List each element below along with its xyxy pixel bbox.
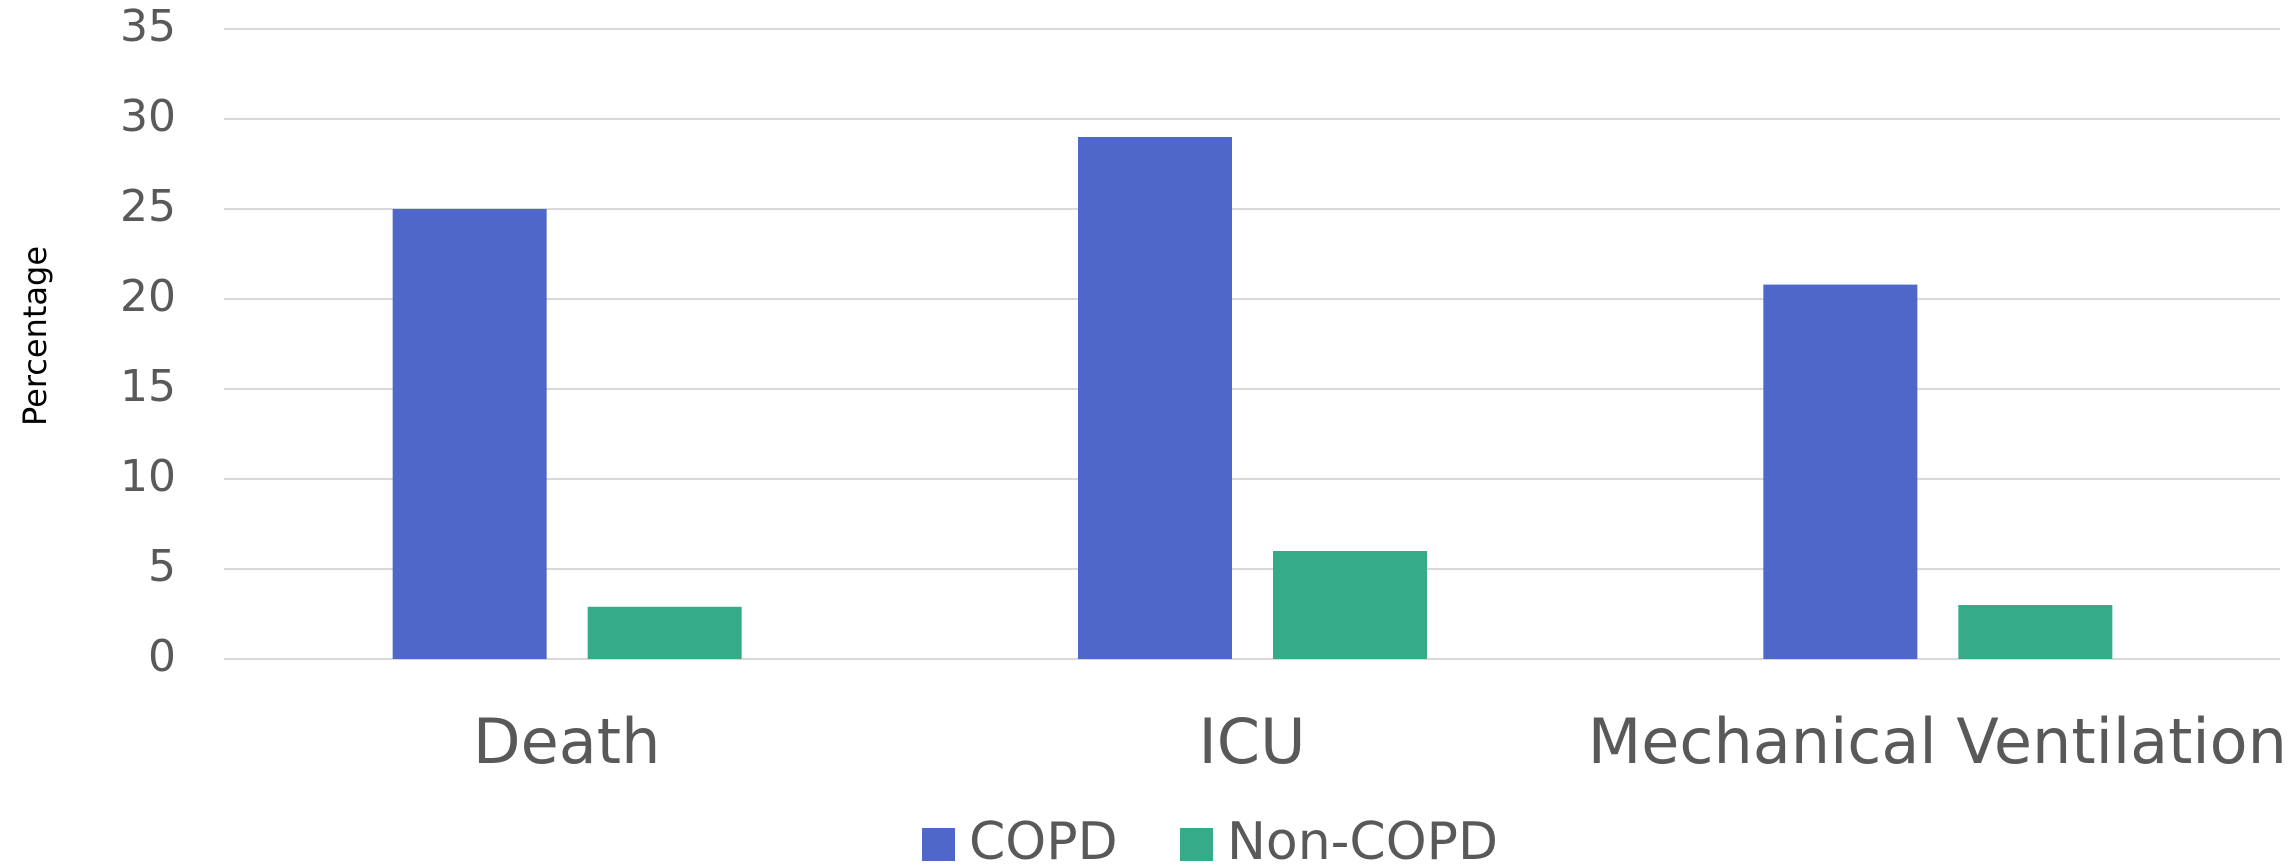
y-tick-label: 0: [148, 631, 176, 682]
y-tick-label: 25: [120, 181, 176, 232]
x-tick-label: ICU: [1199, 705, 1306, 778]
y-tick-label: 30: [120, 91, 176, 142]
y-tick-label: 10: [120, 451, 176, 502]
y-tick-label: 15: [120, 361, 176, 412]
legend-label: COPD: [969, 812, 1118, 866]
legend-swatch: [922, 828, 955, 861]
y-axis-label: Percentage: [16, 246, 54, 426]
bar: [1078, 137, 1232, 659]
bar: [1958, 605, 2113, 659]
legend-label: Non-COPD: [1227, 812, 1498, 866]
legend-swatch: [1180, 828, 1213, 861]
y-tick-label: 20: [120, 271, 176, 322]
bar: [1273, 551, 1427, 659]
bar: [1763, 284, 1918, 659]
x-tick-label: Death: [473, 705, 660, 778]
x-tick-label: Mechanical Ventilation: [1588, 705, 2287, 778]
bar: [392, 209, 547, 659]
y-tick-label: 5: [148, 541, 176, 592]
bar: [587, 606, 742, 659]
y-tick-label: 35: [120, 1, 176, 52]
